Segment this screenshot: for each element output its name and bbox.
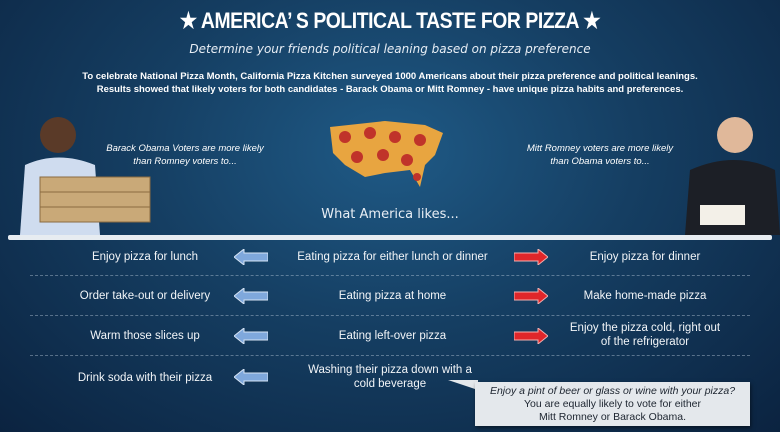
romney-preference: Enjoy the pizza cold, right out of the r… <box>569 322 721 348</box>
obama-preference: Warm those slices up <box>90 330 200 342</box>
callout-line: Mitt Romney or Barack Obama. <box>538 411 687 423</box>
row-divider <box>30 275 750 276</box>
obama-preference: Enjoy pizza for lunch <box>91 251 199 263</box>
comparison-row: Order take-out or delivery Eating pizza … <box>0 287 780 327</box>
intro-text: To celebrate National Pizza Month, Calif… <box>0 70 780 96</box>
romney-preference: Enjoy pizza for dinner <box>589 251 701 263</box>
america-preference: Eating pizza for either lunch or dinner <box>297 251 488 263</box>
arrow-right-icon <box>514 328 548 344</box>
obama-preference: Drink soda with their pizza <box>77 372 213 384</box>
obama-preference: Order take-out or delivery <box>79 290 211 302</box>
divider-bar <box>8 235 772 240</box>
page-title: ★ AMERICA’ S POLITICAL TASTE FOR PIZZA ★ <box>179 8 601 33</box>
arrow-left-icon <box>234 288 268 304</box>
obama-photo <box>20 117 151 235</box>
romney-photo <box>685 117 780 235</box>
comparison-row: Warm those slices up Eating left-over pi… <box>0 322 780 367</box>
romney-voters-label: Mitt Romney voters are more likely than … <box>500 142 700 168</box>
what-america-likes-label: What America likes... <box>321 207 459 222</box>
america-preference: Eating left-over pizza <box>338 330 447 342</box>
label-line: Barack Obama Voters are more likely <box>106 143 264 154</box>
romney-preference: Make home-made pizza <box>583 290 707 302</box>
subtitle: Determine your friends political leaning… <box>189 42 591 56</box>
comparison-row: Drink soda with their pizza Washing thei… <box>0 364 780 408</box>
label-line: than Obama voters to... <box>550 156 650 167</box>
america-preference: Eating pizza at home <box>338 290 447 302</box>
label-line: Mitt Romney voters are more likely <box>526 143 674 154</box>
callout-question: Enjoy a pint of beer or glass or wine wi… <box>489 385 736 397</box>
arrow-left-icon <box>234 249 268 265</box>
row-divider <box>30 315 750 316</box>
arrow-right-icon <box>514 249 548 265</box>
intro-line: Results showed that likely voters for bo… <box>96 84 684 95</box>
america-preference: Washing their pizza down with a cold bev… <box>308 364 472 390</box>
intro-line: To celebrate National Pizza Month, Calif… <box>82 71 698 82</box>
arrow-left-icon <box>234 369 268 385</box>
callout-line: You are equally likely to vote for eithe… <box>523 398 702 410</box>
obama-voters-label: Barack Obama Voters are more likely than… <box>85 142 285 168</box>
label-line: than Romney voters to... <box>133 156 237 167</box>
row-divider <box>30 355 750 356</box>
pizza-usa-map-icon <box>330 121 443 187</box>
callout-bubble: Enjoy a pint of beer or glass or wine wi… <box>475 382 750 426</box>
callout-tail <box>448 380 478 390</box>
comparison-row: Enjoy pizza for lunch Eating pizza for e… <box>0 248 780 288</box>
arrow-left-icon <box>234 328 268 344</box>
arrow-right-icon <box>514 288 548 304</box>
